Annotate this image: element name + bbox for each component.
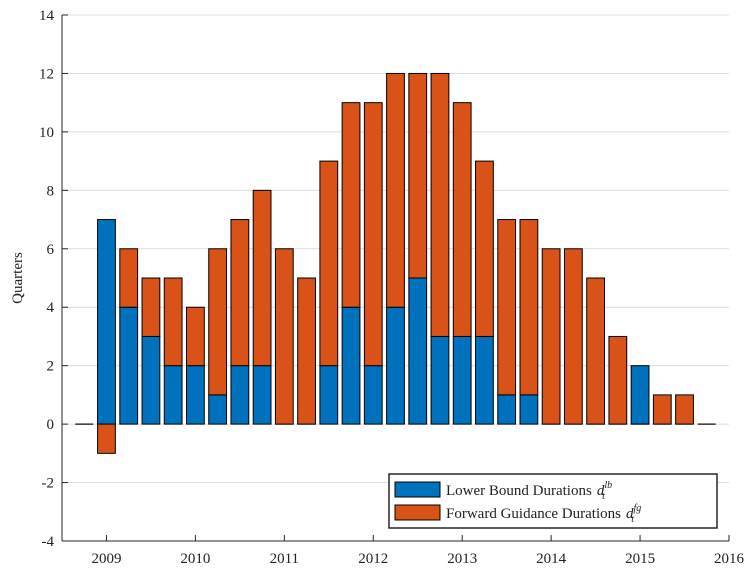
bar [386,306,405,425]
bar [452,335,472,425]
bar [274,248,294,425]
legend-superscript: lb [604,480,612,491]
bar [519,394,539,425]
bar [408,277,428,425]
y-tick-label: 10 [39,125,54,141]
bar [208,248,228,396]
y-tick-label: 8 [47,183,55,199]
x-tick-label: 2012 [358,551,388,567]
y-tick-label: 12 [39,66,54,82]
x-tick-label: 2010 [180,551,210,567]
x-tick-label: 2016 [714,551,745,567]
x-tick-label: 2011 [270,551,299,567]
x-tick-label: 2009 [91,551,121,567]
legend-symbol: d [626,506,634,522]
legend-superscript: fg [633,503,641,514]
bar [630,365,650,425]
x-tick-label: 2014 [536,551,567,567]
bar [452,102,472,337]
bar [519,219,539,396]
bar [97,423,116,454]
bar [341,102,361,308]
bar [319,160,339,367]
legend-label: Lower Bound Durations dlb t [446,480,612,502]
bar [475,335,494,425]
bar [252,189,272,367]
y-tick-label: 4 [47,300,55,316]
y-tick-label: -4 [42,534,55,550]
bar [497,394,517,425]
bar [141,335,161,425]
bar [497,219,517,396]
bar [163,277,183,367]
x-tick-label: 2013 [447,551,477,567]
legend-name: Lower Bound Durations [446,483,592,499]
bar [319,365,339,425]
y-tick-label: 6 [47,242,55,258]
bar [430,335,450,425]
bar [186,306,205,367]
bar [252,365,272,425]
legend-symbol: d [597,483,605,499]
bar [230,219,250,367]
bar [141,277,161,337]
bar [341,306,361,425]
bar [586,277,605,425]
bar [297,277,316,425]
legend-box [388,473,718,529]
legend-subscript: t [602,491,605,502]
bar [97,219,116,425]
y-tick-label: 14 [39,8,55,24]
bar [119,306,139,425]
bar [119,248,139,308]
bar [363,365,383,425]
y-axis-label: Quarters [10,252,26,304]
y-tick-label: 2 [47,359,55,375]
bar [652,394,672,425]
bar [430,72,450,337]
legend-subscript: t [631,514,634,525]
legend-swatch [394,504,441,521]
x-tick-label: 2015 [625,551,655,567]
bar [363,102,383,367]
bar [608,335,628,425]
legend-swatch [394,481,441,498]
bar [541,248,561,425]
bar [386,72,405,308]
y-tick-label: 0 [47,417,55,433]
bar [163,365,183,425]
bar [475,160,494,337]
legend-name: Forward Guidance Durations [446,506,621,522]
legend-label: Forward Guidance Durations dfg t [446,503,641,525]
bar [208,394,228,425]
bar [675,394,694,425]
bar [186,365,205,425]
bar [563,248,583,425]
y-tick-label: -2 [42,476,55,492]
bar [230,365,250,425]
bar [408,72,428,279]
